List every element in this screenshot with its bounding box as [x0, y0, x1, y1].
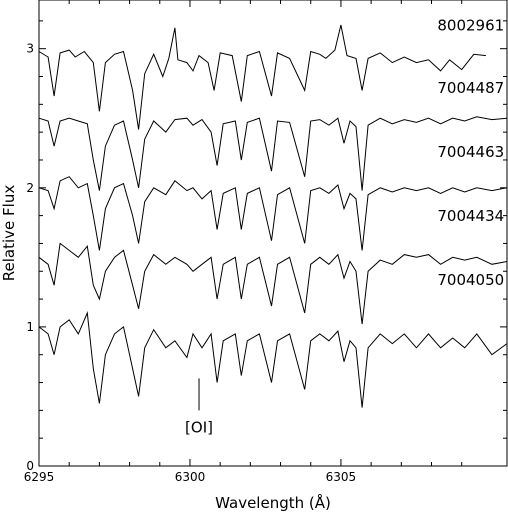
- tick-marks: [38, 0, 507, 467]
- annotation-label-0: [OI]: [185, 419, 213, 437]
- x-tick-label-1: 6300: [175, 470, 206, 484]
- tick-labels: 6295 6300 6305 0 1 2 3: [24, 42, 356, 484]
- series-labels: 8002961 7004487 7004463 7004434 7004050: [437, 17, 504, 290]
- series-label-7004487: 7004487: [437, 79, 504, 97]
- series-layer: [38, 24, 508, 408]
- x-tick-label-0: 6295: [24, 470, 55, 484]
- y-tick-label-0: 0: [26, 459, 34, 473]
- series-label-7004050: 7004050: [437, 271, 504, 289]
- y-tick-label-3: 3: [26, 42, 34, 56]
- series-line-8002961: [38, 24, 486, 130]
- plot-frame: [38, 0, 508, 467]
- series-line-7004050: [38, 311, 508, 408]
- annotation-layer: [OI]: [185, 378, 213, 437]
- y-axis-label: Relative Flux: [0, 185, 18, 282]
- x-tick-label-2: 6305: [326, 470, 357, 484]
- series-label-7004463: 7004463: [437, 143, 504, 161]
- y-tick-label-2: 2: [26, 181, 34, 195]
- series-line-7004463: [38, 176, 508, 251]
- y-tick-label-1: 1: [26, 320, 34, 334]
- series-label-8002961: 8002961: [437, 17, 504, 35]
- series-line-7004434: [38, 242, 508, 325]
- series-line-7004487: [38, 116, 508, 191]
- x-axis-label: Wavelength (Å): [215, 493, 331, 512]
- series-label-7004434: 7004434: [437, 207, 504, 225]
